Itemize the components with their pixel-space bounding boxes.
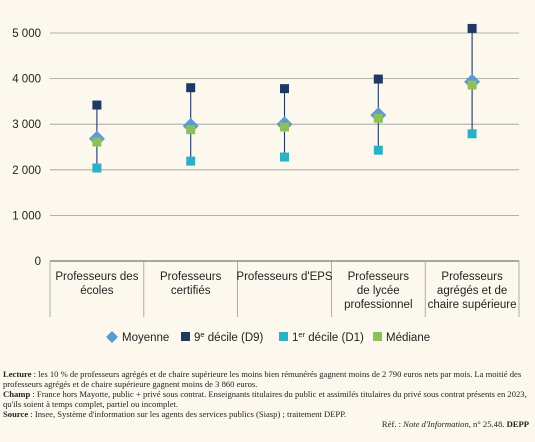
legend-label-d1: 1er décile (D1) [292, 330, 364, 344]
legend: Moyenne 9e décile (D9) 1er décile (D1) M… [106, 330, 430, 344]
point-d1 [186, 156, 196, 166]
chart-notes: Lecture : les 10 % de professeurs agrégé… [3, 369, 531, 429]
legend-item-mediane: Médiane [373, 332, 430, 344]
y-tick-label: 3 000 [12, 119, 41, 131]
point-d9 [467, 23, 477, 33]
point-mediane [186, 125, 196, 135]
category-label-line: professionnel [344, 299, 412, 311]
point-mediane [92, 137, 102, 147]
note-champ-label: Champ [3, 389, 31, 399]
note-source-label: Source [3, 409, 29, 419]
legend-d9-post: décile (D9) [205, 332, 264, 344]
category-label-line: agrégés et de [437, 285, 507, 297]
x-axis-categories: Professeurs des écoles Professeurs certifié… [49, 261, 520, 317]
note-lecture-text: : les 10 % de professeurs agrégés et de … [3, 369, 522, 389]
category-label: Professeurs agrégés et de chaire supérieur… [428, 271, 517, 311]
point-d1 [92, 163, 102, 173]
legend-marker-d1 [279, 332, 288, 341]
note-ref-prefix: Réf. : [381, 419, 404, 429]
category-label-line: chaire supérieure [428, 299, 517, 311]
legend-d1-sup: er [298, 330, 305, 339]
grid-layer [50, 32, 519, 262]
legend-marker-d9 [181, 332, 190, 341]
point-mediane [373, 113, 383, 123]
note-ref-title: Note d'Information [403, 419, 469, 429]
point-mediane [467, 80, 477, 90]
y-tick-label: 4 000 [12, 74, 41, 86]
legend-d1-post: décile (D1) [305, 332, 364, 344]
legend-label-moyenne: Moyenne [122, 332, 169, 344]
point-d9 [280, 84, 289, 94]
y-axis-ticks: 0 1 000 2 000 3 000 4 000 5 000 [12, 28, 41, 268]
note-ref-org: DEPP [506, 419, 529, 429]
y-tick-label: 2 000 [12, 165, 41, 177]
legend-d9-sup: e [200, 330, 204, 339]
category-label-line: Professeurs [441, 271, 503, 283]
note-lecture-label: Lecture [3, 369, 32, 379]
category-label-line: Professeurs [348, 271, 410, 283]
data-markers [88, 23, 481, 173]
category-label: Professeurs de lycée professionnel [344, 271, 412, 311]
point-d1 [467, 129, 477, 139]
point-d1 [373, 145, 383, 155]
legend-d1-pre: 1 [292, 332, 298, 344]
category-label-line: Professeurs d'EPS [236, 271, 332, 283]
category-label-line: de lycée [357, 285, 400, 297]
chart: 0 1 000 2 000 3 000 4 000 5 000 Professeurs d… [12, 23, 520, 344]
y-tick-label: 5 000 [12, 28, 41, 40]
category-label: Professeurs d'EPS [236, 271, 332, 283]
note-champ: Champ : France hors Mayotte, public + pr… [3, 389, 531, 409]
point-mediane [280, 122, 289, 132]
legend-item-d9: 9e décile (D9) [181, 330, 264, 344]
category-label-line: écoles [80, 285, 113, 297]
legend-item-d1: 1er décile (D1) [279, 330, 364, 344]
point-d9 [92, 100, 102, 110]
decile-range-lines [96, 28, 473, 168]
legend-label-d9: 9e décile (D9) [194, 330, 264, 344]
note-champ-text: : France hors Mayotte, public + privé so… [3, 389, 527, 409]
legend-label-mediane: Médiane [386, 332, 430, 344]
category-label: Professeurs certifiés [160, 271, 222, 297]
category-label-line: certifiés [171, 285, 211, 297]
legend-d9-pre: 9 [194, 332, 200, 344]
note-ref-number: , n° 25.48. [468, 419, 507, 429]
note-lecture: Lecture : les 10 % de professeurs agrégé… [3, 369, 531, 389]
point-d9 [373, 74, 383, 84]
note-source-text: : Insee, Système d'information sur les a… [28, 409, 347, 419]
legend-marker-moyenne [106, 331, 118, 343]
category-label-line: Professeurs des [55, 271, 138, 283]
y-tick-label: 1 000 [12, 210, 41, 222]
point-d9 [186, 83, 196, 93]
legend-marker-mediane [373, 332, 382, 341]
legend-item-moyenne: Moyenne [106, 331, 169, 344]
y-tick-label: 0 [35, 256, 41, 268]
note-source: Source : Insee, Système d'information su… [3, 409, 531, 419]
point-d1 [280, 152, 289, 162]
category-label-line: Professeurs [160, 271, 222, 283]
category-label: Professeurs des écoles [55, 271, 138, 297]
note-reference: Réf. : Note d'Information, n° 25.48. DEP… [3, 419, 531, 429]
